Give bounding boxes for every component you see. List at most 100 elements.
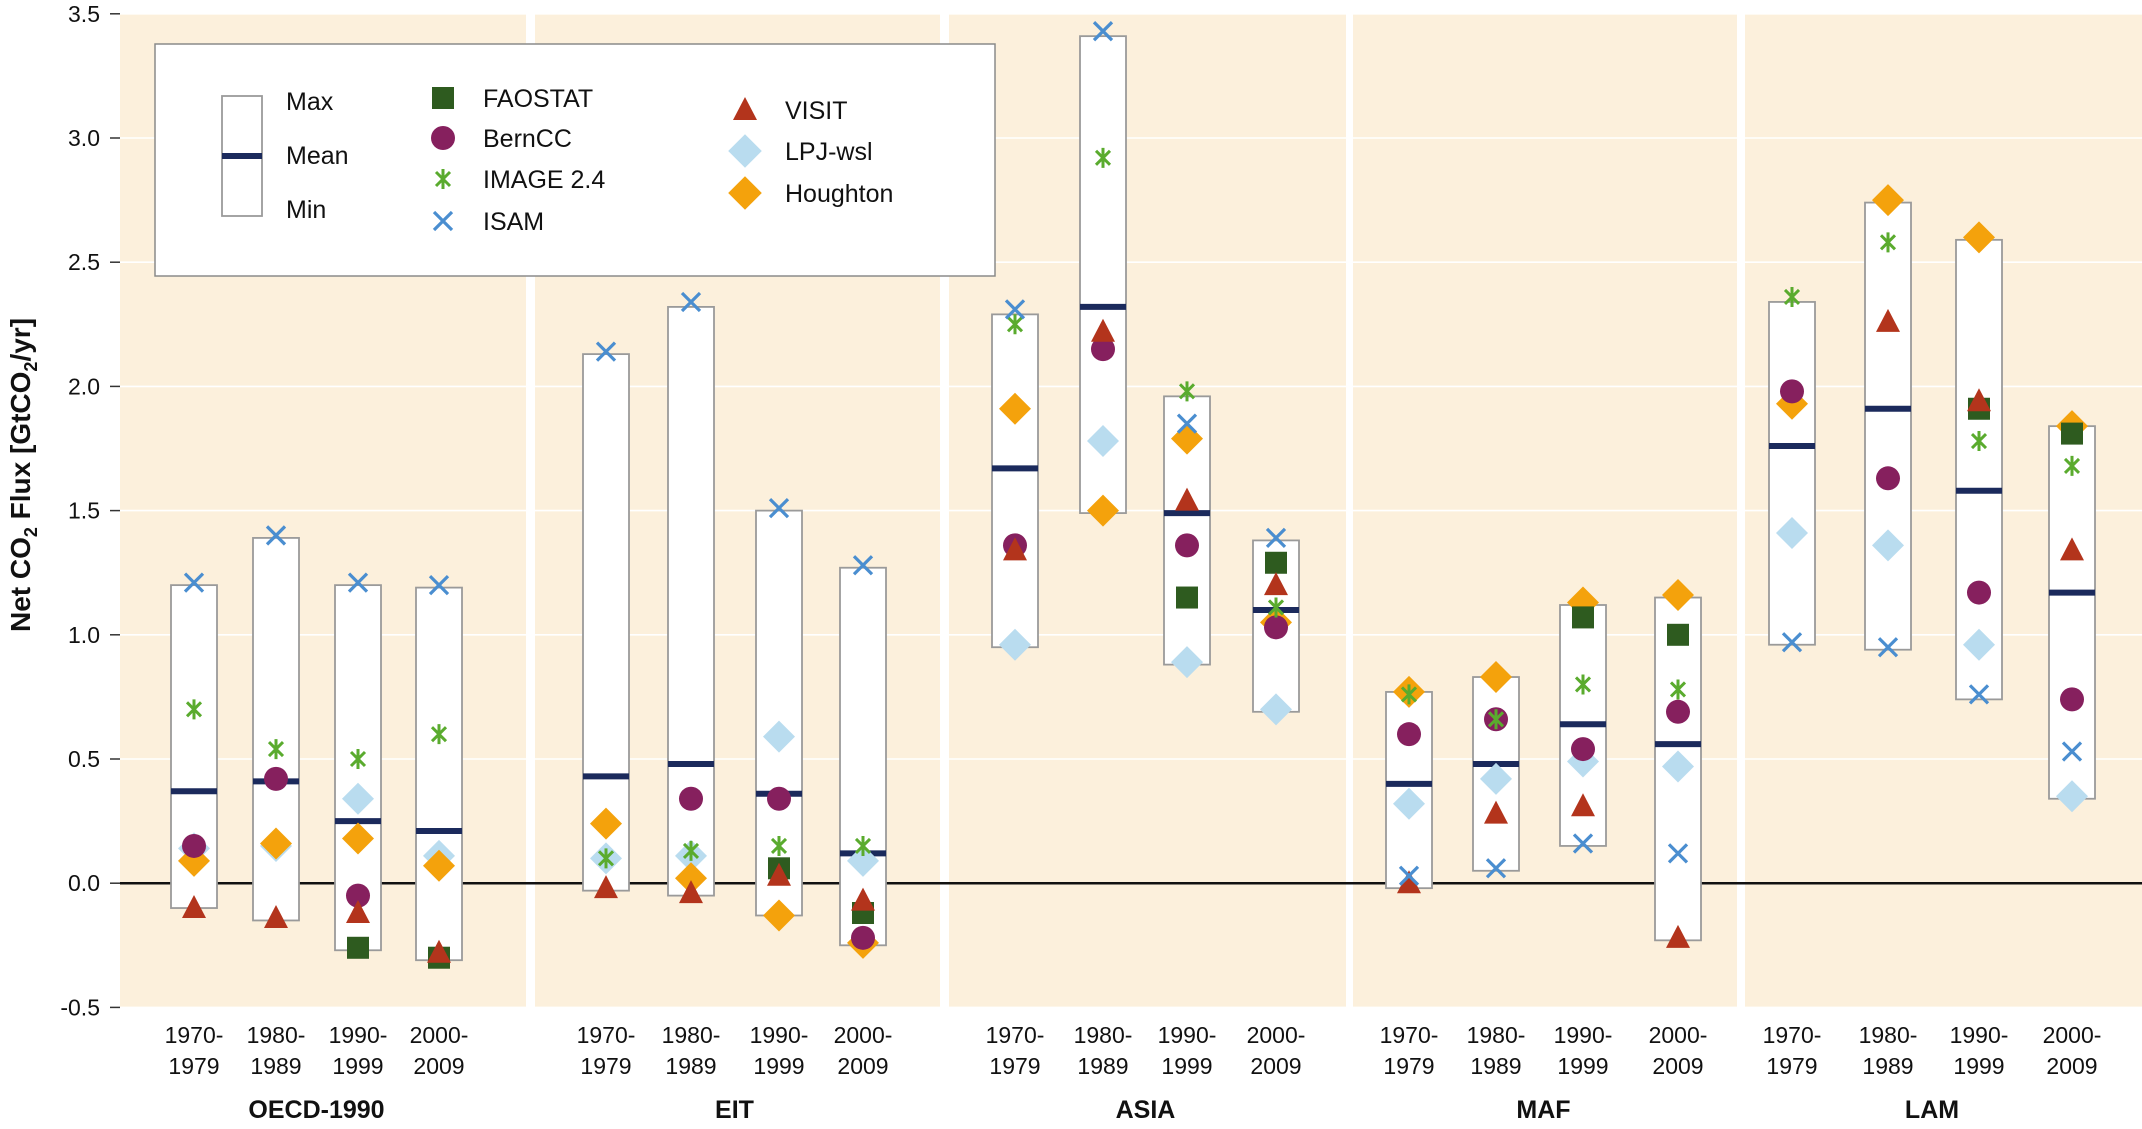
category-label-line2: 2009 — [1652, 1053, 1703, 1079]
point-image-2-4 — [349, 749, 367, 769]
point-lpj-wsl-shape — [763, 720, 795, 753]
point-image-2-4-shape — [267, 739, 285, 760]
point-visit-shape — [679, 880, 703, 904]
point-isam-shape — [1004, 299, 1026, 320]
point-lpj-wsl — [1872, 529, 1904, 562]
legend-label-visit: VISIT — [785, 97, 848, 125]
legend-label-isam: ISAM — [483, 208, 544, 236]
point-houghton-shape — [590, 807, 622, 840]
legend-marker-isam — [432, 210, 454, 232]
category-label-line1: 1990- — [750, 1022, 809, 1048]
point-berncc-shape — [1571, 737, 1595, 762]
y-tick-label: 2.5 — [68, 249, 100, 275]
point-houghton — [1963, 221, 1995, 254]
point-faostat — [1667, 623, 1689, 646]
point-houghton — [590, 807, 622, 840]
point-berncc-shape — [1397, 722, 1421, 747]
point-visit-shape — [2060, 537, 2084, 561]
category-label-line2: 1999 — [1557, 1053, 1608, 1079]
legend-label-berncc: BernCC — [483, 125, 572, 153]
point-isam-shape — [1667, 843, 1689, 864]
category-label-line2: 1979 — [1766, 1053, 1817, 1079]
range-box — [1955, 238, 2003, 701]
point-visit — [1091, 318, 1115, 342]
point-isam — [1968, 684, 1990, 705]
point-faostat — [347, 936, 369, 959]
y-tick-label: 1.5 — [68, 498, 100, 524]
point-isam-shape — [183, 572, 205, 593]
point-houghton-shape — [342, 822, 374, 855]
point-berncc — [1571, 737, 1595, 762]
point-visit-shape — [1967, 388, 1991, 412]
point-visit-shape — [1175, 487, 1199, 511]
category-label-line2: 1979 — [168, 1053, 219, 1079]
point-isam-shape — [428, 574, 450, 596]
point-faostat-shape — [1572, 606, 1594, 629]
point-faostat-shape — [1176, 586, 1198, 609]
category-label-line2: 2009 — [1250, 1053, 1301, 1079]
point-faostat-shape — [1265, 551, 1287, 574]
category-label-line1: 1990- — [1158, 1022, 1217, 1048]
point-visit-shape — [1876, 308, 1900, 332]
point-berncc — [1264, 615, 1288, 640]
point-lpj-wsl-shape — [1662, 750, 1694, 783]
point-isam — [680, 291, 702, 313]
point-visit — [1003, 537, 1027, 561]
point-visit — [1484, 800, 1508, 824]
y-tick-label: 0.5 — [68, 746, 100, 772]
category-label-line1: 1980- — [1074, 1022, 1133, 1048]
point-visit-shape — [346, 900, 370, 924]
point-isam — [1092, 21, 1114, 42]
point-houghton-shape — [1963, 221, 1995, 254]
point-visit-shape — [1666, 924, 1690, 948]
legend-marker-houghton — [728, 176, 762, 210]
point-lpj-wsl-shape — [1171, 646, 1203, 679]
point-image-2-4-shape — [1094, 147, 1112, 168]
category-label-line2: 2009 — [837, 1053, 888, 1079]
range-box — [252, 537, 300, 922]
point-berncc-shape — [1780, 379, 1804, 404]
point-lpj-wsl — [999, 628, 1031, 661]
legend-marker-faostat-shape — [432, 87, 454, 109]
y-tick-label: -0.5 — [60, 994, 100, 1020]
category-label-line1: 2000- — [410, 1022, 469, 1048]
range-box — [415, 586, 463, 962]
point-houghton-shape — [999, 392, 1031, 425]
point-faostat — [1176, 586, 1198, 609]
point-image-2-4-shape — [2063, 455, 2081, 476]
legend-marker-visit — [733, 97, 757, 120]
y-tick-label: 3.0 — [68, 125, 100, 151]
legend-marker-faostat — [432, 87, 454, 109]
y-axis-label: Net CO2 Flux [GtCO2/yr] — [5, 318, 41, 632]
point-houghton-shape — [423, 849, 455, 882]
category-label-line2: 1979 — [989, 1053, 1040, 1079]
point-isam-shape — [347, 572, 369, 593]
legend-label-image-2-4: IMAGE 2.4 — [483, 166, 605, 194]
point-isam — [1265, 527, 1287, 549]
point-isam-shape — [1968, 684, 1990, 705]
region-label: MAF — [1516, 1096, 1570, 1124]
point-houghton — [675, 862, 707, 895]
point-berncc — [2060, 687, 2084, 712]
point-visit — [1666, 924, 1690, 948]
point-image-2-4-shape — [1006, 314, 1024, 335]
point-visit-shape — [1091, 318, 1115, 342]
point-berncc — [1397, 722, 1421, 747]
category-label-line2: 1979 — [1383, 1053, 1434, 1079]
legend-marker-lpj-wsl — [728, 134, 762, 168]
point-houghton — [999, 392, 1031, 425]
point-visit — [1397, 870, 1421, 894]
point-image-2-4-shape — [1400, 684, 1418, 705]
point-image-2-4 — [430, 724, 448, 745]
legend-marker-berncc — [431, 126, 455, 150]
point-isam — [1781, 632, 1803, 653]
legend-marker-image-2-4-shape — [434, 169, 452, 189]
point-visit — [346, 900, 370, 924]
point-image-2-4-shape — [1783, 286, 1801, 307]
point-houghton — [1872, 184, 1904, 217]
point-houghton-shape — [1662, 579, 1694, 612]
point-visit-shape — [594, 875, 618, 899]
point-visit-shape — [1264, 572, 1288, 596]
point-faostat-shape — [347, 936, 369, 959]
